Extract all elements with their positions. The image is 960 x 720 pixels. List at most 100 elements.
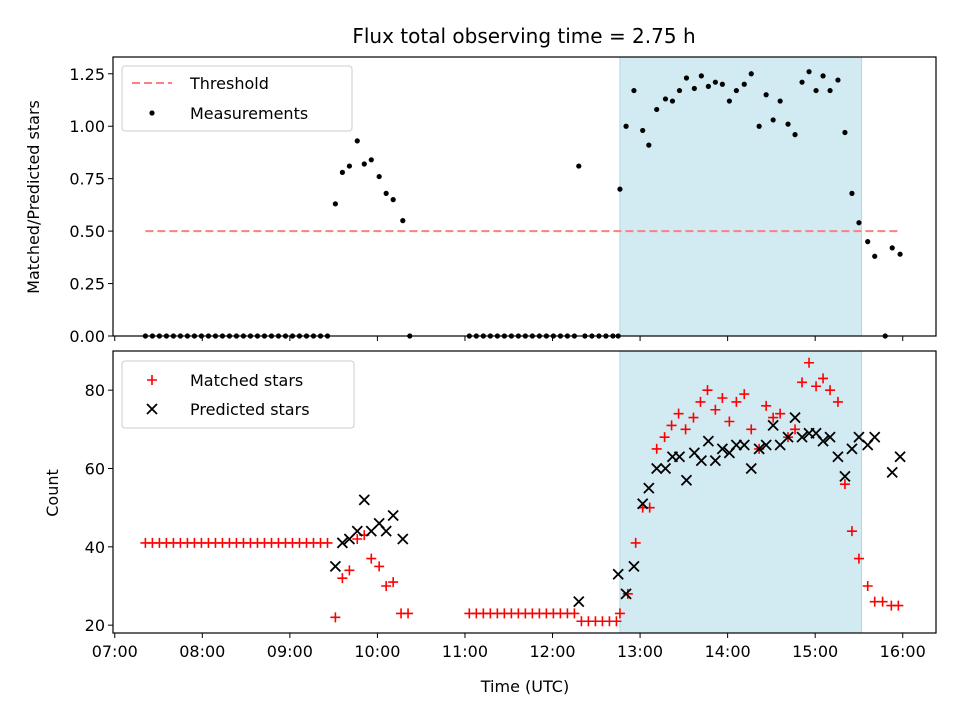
measurement-point	[733, 87, 739, 94]
measurement-point	[376, 173, 382, 180]
measurement-point	[748, 71, 754, 77]
measurement-point	[849, 190, 855, 196]
legend-matched-label: Matched stars	[190, 371, 303, 390]
measurement-point	[368, 157, 374, 163]
predicted-star-point	[702, 435, 714, 447]
bottom-legend: Matched stars Predicted stars	[121, 360, 355, 429]
predicted-star-point	[782, 431, 794, 443]
predicted-star-point	[380, 525, 392, 537]
predicted-star-point	[637, 498, 649, 510]
measurement-point	[799, 79, 805, 85]
measurement-point	[705, 83, 711, 89]
matched-star-point	[832, 396, 843, 407]
bottom-y-tick-label: 40	[85, 538, 105, 557]
predicted-star-point	[397, 533, 409, 545]
x-tick-label: 07:00	[92, 642, 138, 661]
matched-star-point	[818, 373, 829, 384]
matched-star-point	[680, 424, 691, 435]
predicted-star-point	[387, 509, 399, 522]
measurement-point	[741, 81, 747, 87]
predicted-star-point	[329, 560, 342, 573]
measurement-point	[777, 98, 783, 104]
matched-star-point	[388, 577, 399, 588]
top-legend-box	[121, 65, 353, 132]
predicted-star-point	[612, 568, 624, 580]
measurement-point	[383, 190, 389, 196]
predicted-star-point	[628, 560, 640, 573]
predicted-star-point	[695, 455, 707, 467]
measurement-point	[835, 77, 841, 83]
matched-star-point	[775, 408, 786, 419]
matched-star-point	[695, 396, 706, 407]
matched-star-point	[768, 412, 779, 423]
predicted-star-point	[573, 596, 585, 608]
measurement-point	[631, 87, 637, 94]
predicted-star-point	[643, 482, 655, 494]
matched-star-point	[825, 385, 836, 396]
measurement-point	[390, 197, 396, 203]
predicted-star-point	[753, 443, 765, 455]
measurement-point	[669, 98, 676, 104]
predicted-star-point	[716, 443, 729, 455]
measurement-point	[676, 87, 683, 94]
predicted-star-point	[789, 411, 801, 424]
measurement-point	[726, 98, 732, 104]
predicted-star-point	[832, 451, 844, 463]
predicted-star-point	[760, 439, 772, 451]
measurement-point	[842, 129, 848, 136]
predicted-star-point	[659, 462, 672, 475]
bottom-plot-frame	[112, 350, 937, 634]
measurement-point	[865, 239, 871, 245]
x-tick-label: 14:00	[705, 642, 751, 661]
bottom-y-axis-label: Count	[43, 469, 62, 517]
predicted-star-point	[351, 525, 363, 537]
measurement-point	[354, 138, 360, 144]
measurement-point	[756, 123, 762, 129]
measurement-point	[889, 245, 895, 251]
legend-measurement-label: Measurements	[190, 104, 308, 123]
matched-star-point	[659, 432, 670, 443]
measurement-point	[856, 220, 862, 226]
predicted-star-point	[894, 451, 906, 463]
x-tick-label: 16:00	[880, 642, 926, 661]
measurement-point	[872, 253, 878, 259]
measurement-point	[640, 127, 646, 134]
matched-star-point	[710, 404, 721, 415]
x-axis-label: Time (UTC)	[480, 677, 569, 696]
top-observing-window	[619, 56, 863, 337]
measurement-point	[763, 92, 769, 98]
measurement-point	[712, 79, 718, 85]
measurement-point	[827, 87, 833, 94]
predicted-star-point	[869, 431, 881, 443]
predicted-star-point	[358, 494, 370, 506]
matched-star-point	[797, 377, 808, 388]
measurement-point	[770, 117, 776, 123]
matched-star-point	[746, 424, 757, 435]
top-y-tick-label: 0.25	[69, 275, 105, 294]
measurement-point	[361, 161, 367, 167]
predicted-star-point	[767, 419, 779, 432]
measurement-point	[820, 73, 826, 79]
x-tick-label: 09:00	[267, 642, 313, 661]
bottom-observing-window	[619, 350, 863, 634]
matched-star-point	[724, 416, 735, 427]
matched-star-point	[790, 424, 801, 435]
bottom-panel: 07:00 08:00 09:00 10:00 11:00 12:00 13:00 14:00…	[85, 350, 937, 661]
measurement-point	[897, 251, 903, 257]
x-tick-label: 08:00	[179, 642, 225, 661]
measurement-point	[792, 132, 798, 138]
measurement-point	[346, 163, 352, 169]
predicted-star-point	[817, 435, 829, 447]
top-y-axis-label: Matched/Predicted stars	[24, 100, 43, 294]
predicted-star-point	[886, 466, 898, 479]
legend-threshold-label: Threshold	[189, 74, 269, 93]
x-tick-label: 11:00	[442, 642, 488, 661]
matched-star-point	[804, 357, 815, 368]
matched-star-point	[611, 616, 622, 627]
matched-star-point	[622, 588, 633, 599]
predicted-star-point	[709, 455, 722, 467]
legend-predicted-label: Predicted stars	[190, 400, 310, 419]
matched-star-point	[344, 565, 355, 576]
measurement-point	[623, 123, 629, 129]
matched-star-point	[673, 408, 684, 419]
